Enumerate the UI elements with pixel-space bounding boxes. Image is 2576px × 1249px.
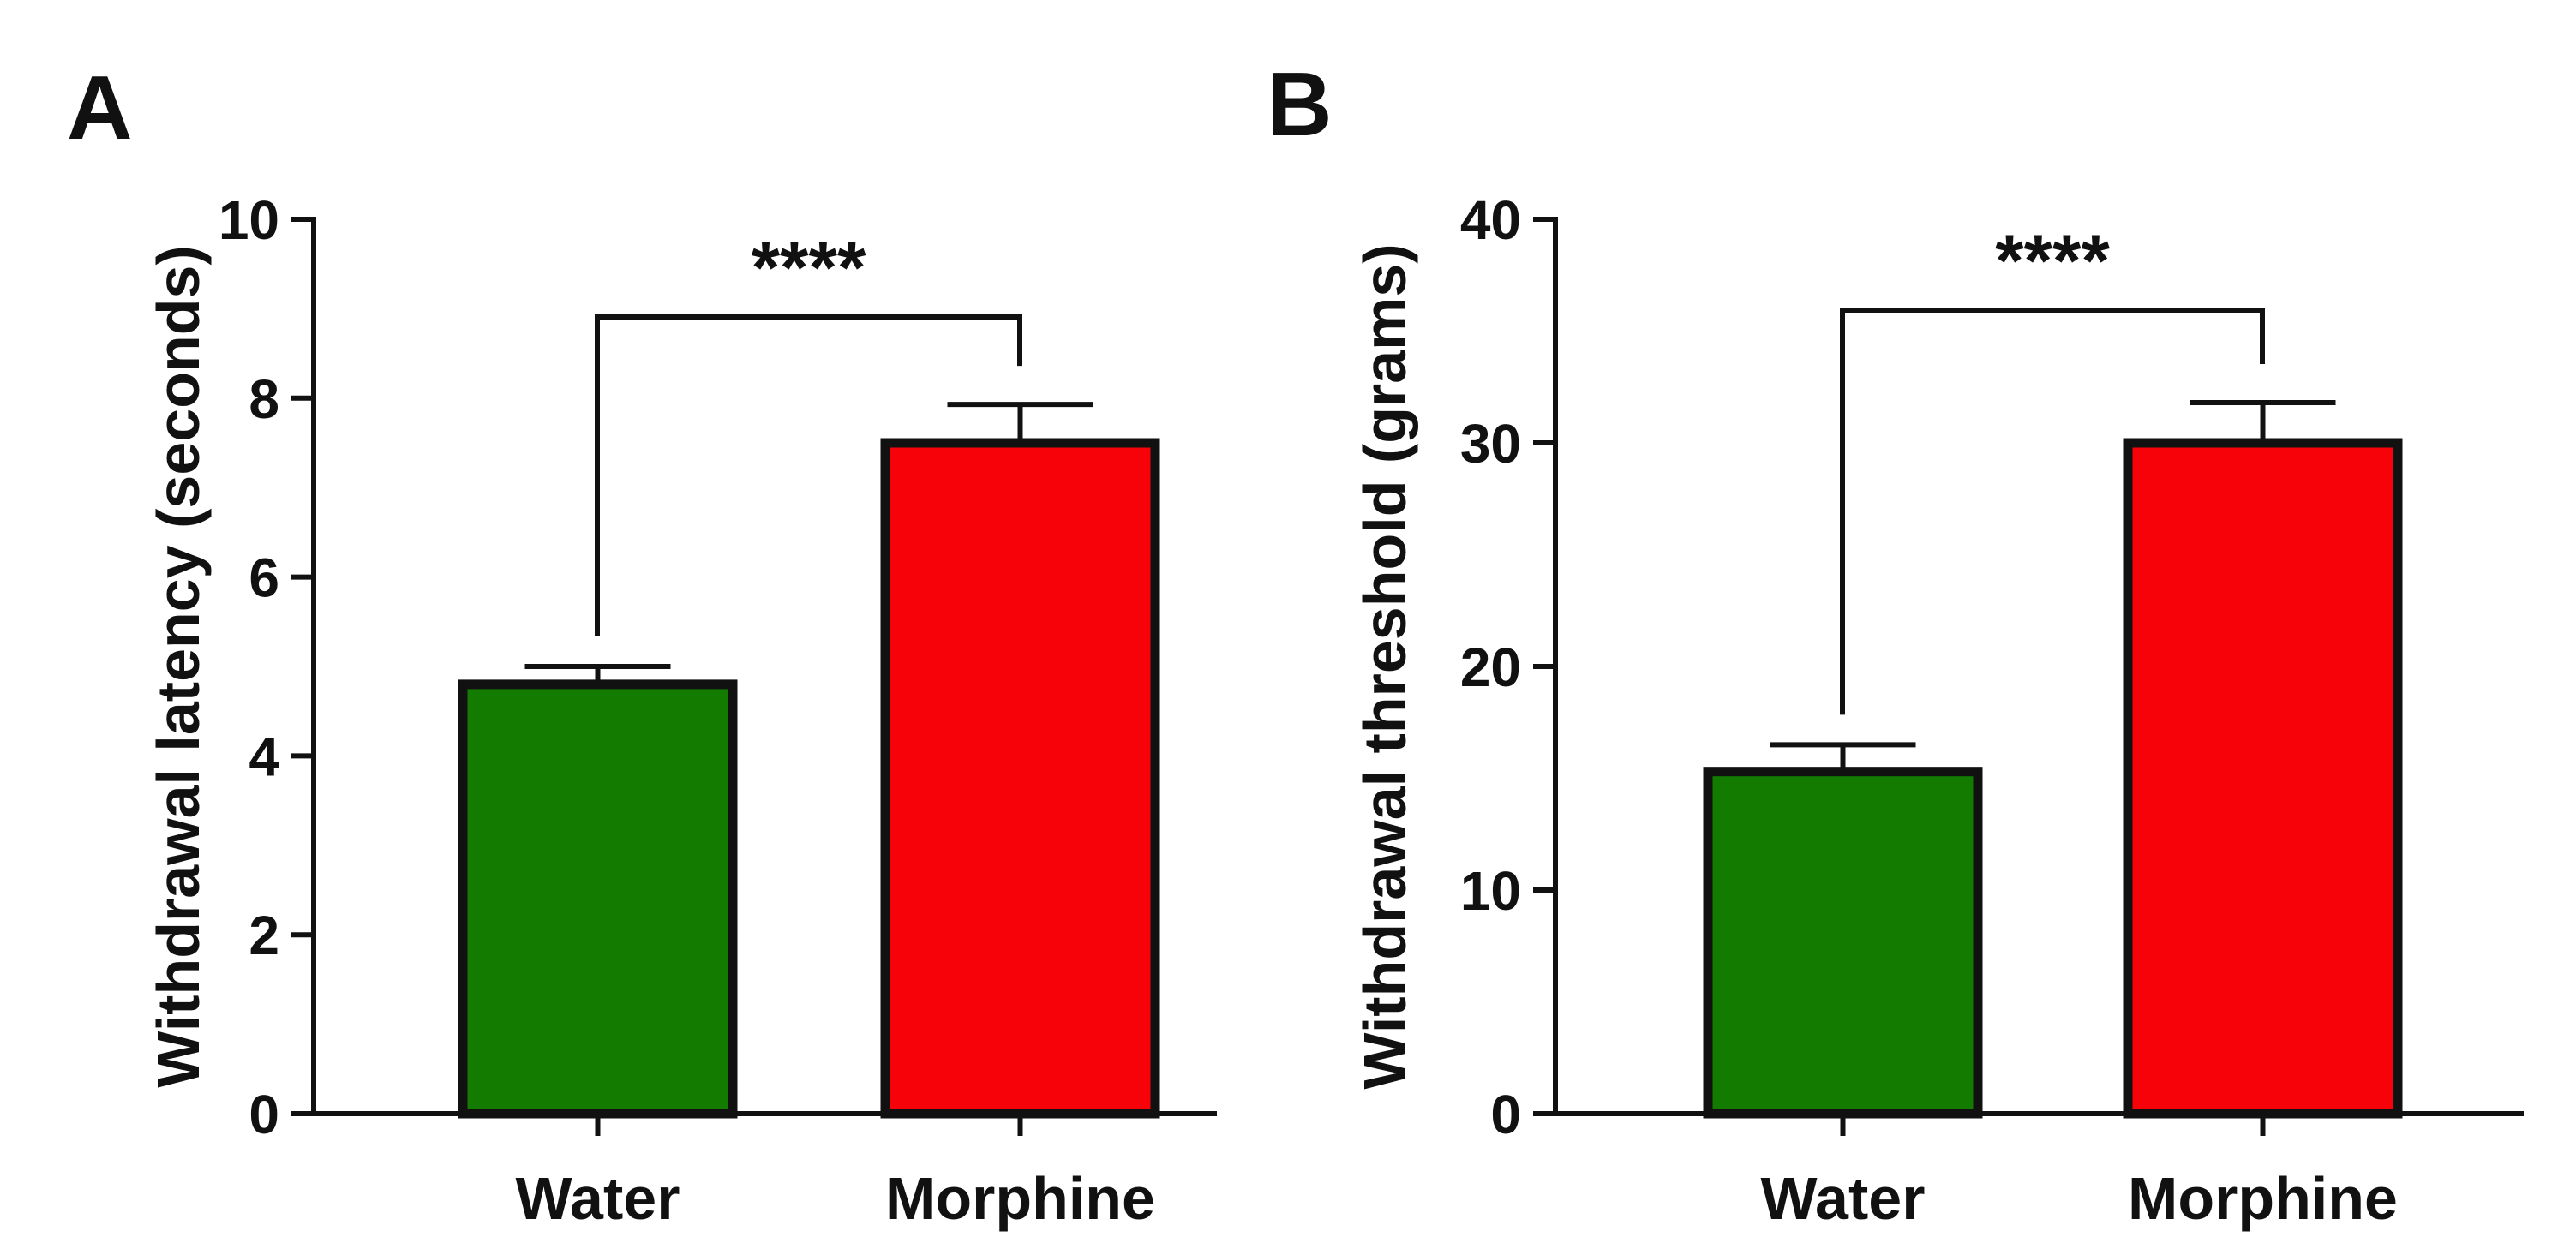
- y-tick-label: 10: [1460, 860, 1521, 922]
- significance-bracket: [595, 314, 1022, 636]
- x-tick-label: Morphine: [885, 1165, 1155, 1232]
- x-tick-label: Water: [516, 1165, 680, 1232]
- y-axis-title: Withdrawal threshold (grams): [1351, 243, 1418, 1089]
- significance-label: ****: [1995, 220, 2110, 302]
- panel-b-chart: B Withdrawal threshold (grams) Water Morphi…: [1267, 54, 2524, 1232]
- y-tick-label: 40: [1460, 189, 1521, 251]
- y-tick-label: 20: [1460, 636, 1521, 698]
- panel-a-chart: A Withdrawal latency (seconds) Water Morphi…: [67, 57, 1217, 1232]
- x-tick-label: Morphine: [2128, 1165, 2398, 1232]
- y-tick-label: 0: [1490, 1084, 1521, 1145]
- panel-letter: B: [1267, 54, 1333, 155]
- bar-morphine: [2123, 438, 2403, 1119]
- bar-water: [1703, 767, 1983, 1119]
- panel-letter: A: [67, 57, 133, 158]
- bar-water: [458, 679, 738, 1119]
- y-tick-label: 4: [249, 726, 279, 787]
- bar-morphine: [880, 438, 1160, 1119]
- y-axis-title: Withdrawal latency (seconds): [145, 245, 212, 1088]
- x-tick-label: Water: [1761, 1165, 1926, 1232]
- y-tick-label: 0: [249, 1084, 279, 1145]
- y-tick-label: 10: [219, 189, 279, 251]
- y-tick-label: 2: [249, 905, 279, 966]
- y-tick-label: 30: [1460, 413, 1521, 475]
- y-tick-label: 6: [249, 547, 279, 609]
- y-tick-label: 8: [249, 368, 279, 430]
- significance-label: ****: [752, 227, 866, 309]
- significance-bracket: [1840, 308, 2265, 715]
